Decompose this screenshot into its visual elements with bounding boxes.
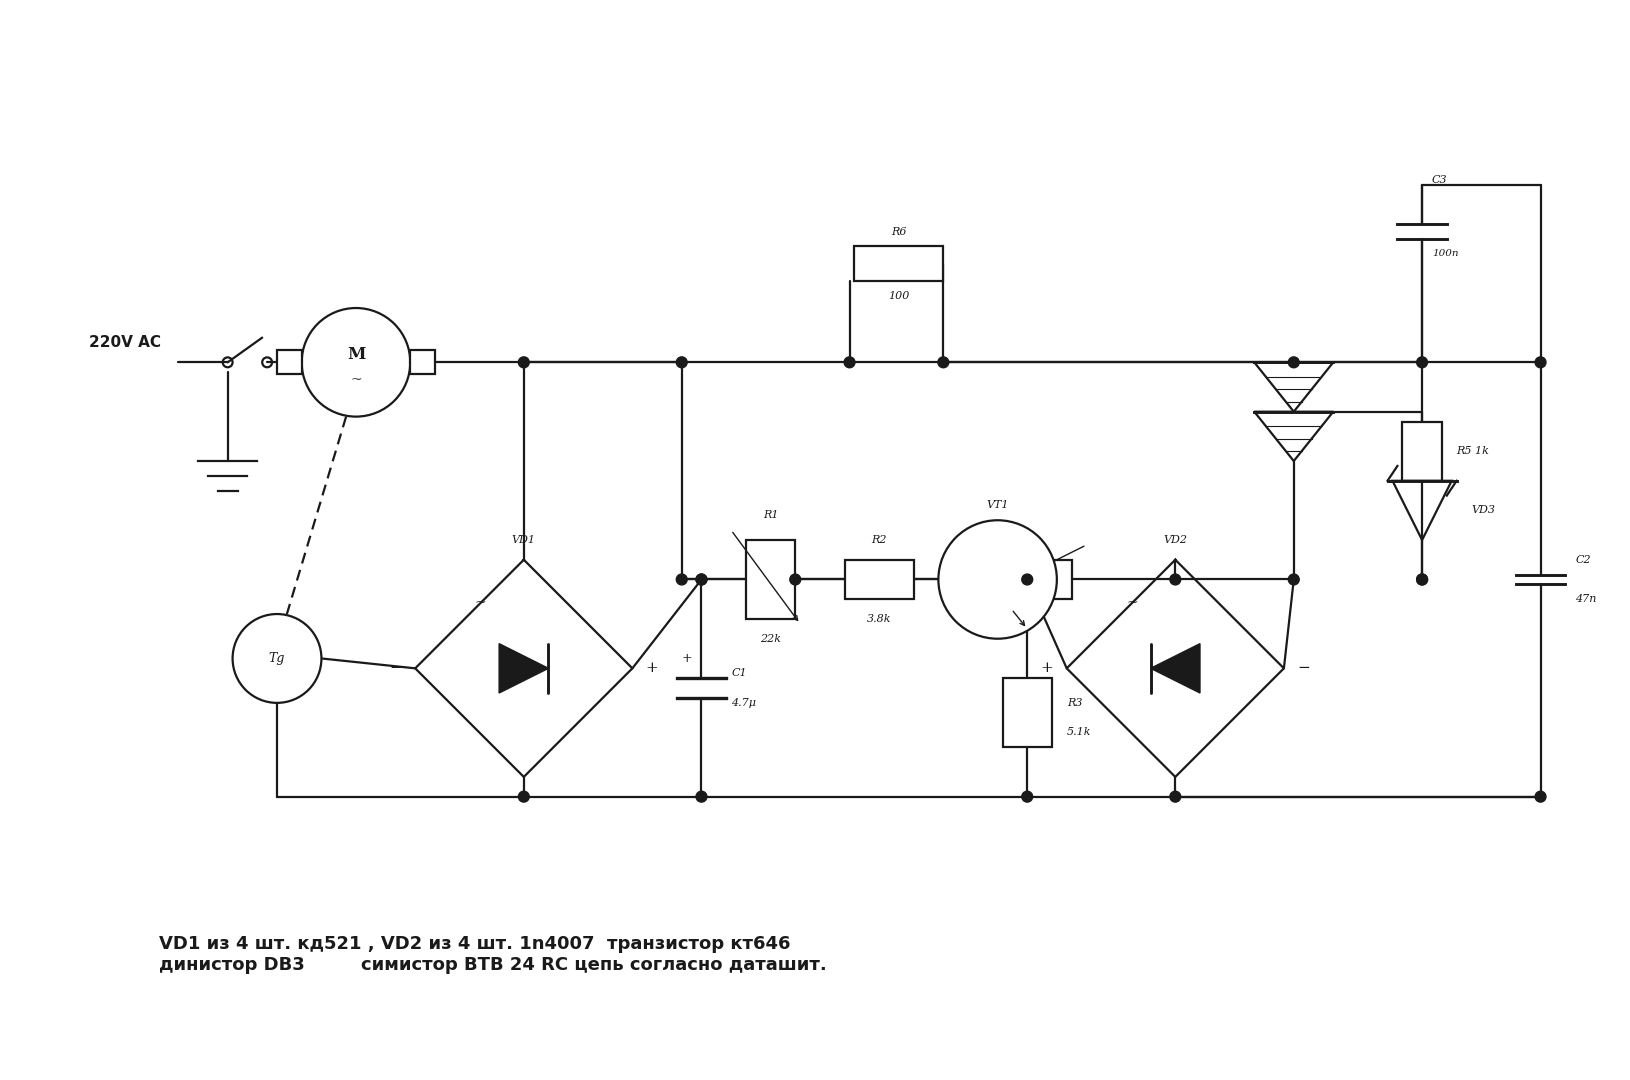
Text: R6: R6 [892, 227, 906, 237]
Circle shape [1535, 356, 1545, 368]
Text: 5.1k: 5.1k [1066, 728, 1090, 738]
Text: ~: ~ [1126, 596, 1138, 610]
Text: R3: R3 [1066, 698, 1082, 707]
Text: −: − [1297, 661, 1311, 675]
Circle shape [1416, 356, 1428, 368]
Text: +: + [681, 652, 693, 665]
Bar [1002, 678, 1051, 747]
Bar [411, 351, 435, 374]
Circle shape [844, 356, 856, 368]
Text: 22k: 22k [760, 634, 781, 644]
Text: ~: ~ [1169, 789, 1182, 804]
Bar [1402, 421, 1443, 481]
Text: 100n: 100n [1433, 249, 1459, 258]
Text: R1: R1 [763, 511, 779, 521]
Text: 3.8k: 3.8k [867, 613, 892, 624]
Circle shape [1022, 575, 1033, 585]
Bar [963, 559, 1071, 599]
Text: ~: ~ [350, 373, 362, 387]
Text: C2: C2 [1575, 555, 1591, 565]
Text: VD2: VD2 [1164, 535, 1187, 545]
Text: VD1: VD1 [512, 535, 536, 545]
Circle shape [937, 356, 949, 368]
Text: Tg: Tg [269, 652, 285, 665]
Polygon shape [499, 644, 548, 693]
Bar [854, 246, 944, 281]
Text: R5 1k: R5 1k [1457, 446, 1490, 456]
Circle shape [676, 575, 688, 585]
Text: M: M [347, 346, 365, 363]
Circle shape [1416, 575, 1428, 585]
Circle shape [1170, 792, 1180, 802]
Text: C1: C1 [732, 669, 747, 678]
Circle shape [1170, 575, 1180, 585]
Text: R4 150k: R4 150k [985, 530, 1032, 540]
Circle shape [233, 615, 321, 703]
Bar [747, 540, 795, 619]
Text: +: + [1040, 661, 1053, 675]
Circle shape [1416, 575, 1428, 585]
Text: 220V AC: 220V AC [90, 335, 161, 350]
Circle shape [696, 575, 707, 585]
Text: VT1: VT1 [986, 500, 1009, 511]
Circle shape [676, 356, 688, 368]
Text: VD1 из 4 шт. кд521 , VD2 из 4 шт. 1n4007  транзистор кт646
динистор DB3         : VD1 из 4 шт. кд521 , VD2 из 4 шт. 1n4007… [158, 935, 826, 974]
Circle shape [1288, 356, 1299, 368]
Bar [277, 351, 302, 374]
Text: ~: ~ [518, 789, 530, 804]
Polygon shape [1151, 644, 1200, 693]
Circle shape [1535, 792, 1545, 802]
Text: VD3: VD3 [1472, 505, 1495, 515]
Text: +: + [645, 661, 659, 675]
Text: C3: C3 [1433, 175, 1447, 185]
Text: −: − [390, 661, 403, 675]
Circle shape [696, 792, 707, 802]
Circle shape [939, 521, 1056, 638]
Text: 4.7μ: 4.7μ [732, 698, 756, 707]
Text: ~: ~ [474, 596, 486, 610]
Circle shape [1022, 792, 1033, 802]
Circle shape [791, 575, 800, 585]
Bar [844, 559, 914, 599]
Circle shape [518, 792, 530, 802]
Circle shape [302, 308, 411, 417]
Text: 100: 100 [888, 291, 910, 300]
Circle shape [518, 356, 530, 368]
Circle shape [696, 575, 707, 585]
Text: R2: R2 [872, 535, 887, 545]
Circle shape [1288, 575, 1299, 585]
Text: 47n: 47n [1575, 594, 1596, 604]
